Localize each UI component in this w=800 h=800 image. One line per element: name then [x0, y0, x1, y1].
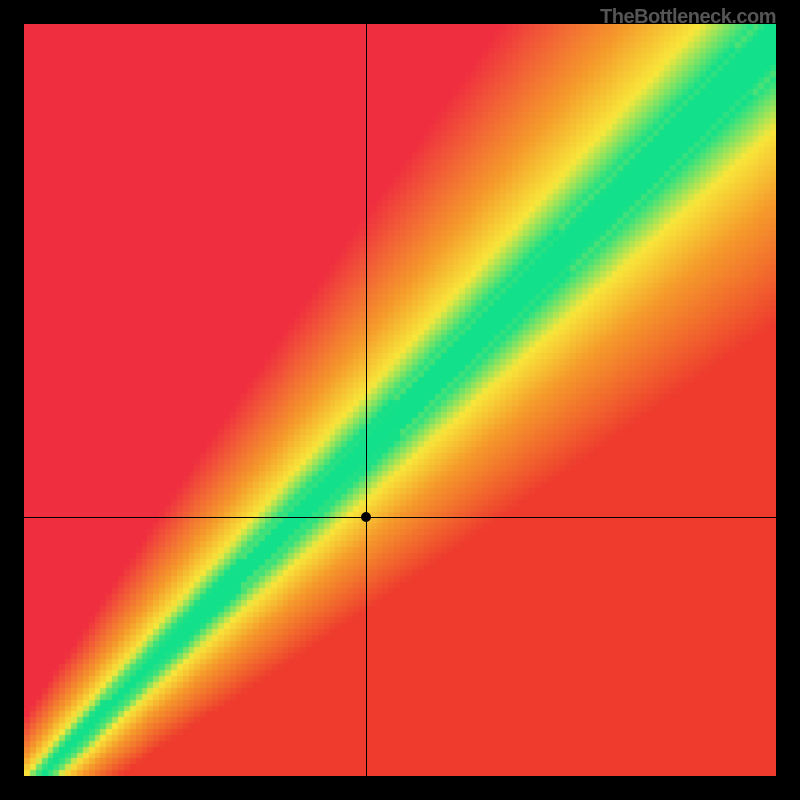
chart-container: TheBottleneck.com — [0, 0, 800, 800]
heatmap-canvas — [24, 24, 776, 776]
plot-frame — [24, 24, 776, 776]
